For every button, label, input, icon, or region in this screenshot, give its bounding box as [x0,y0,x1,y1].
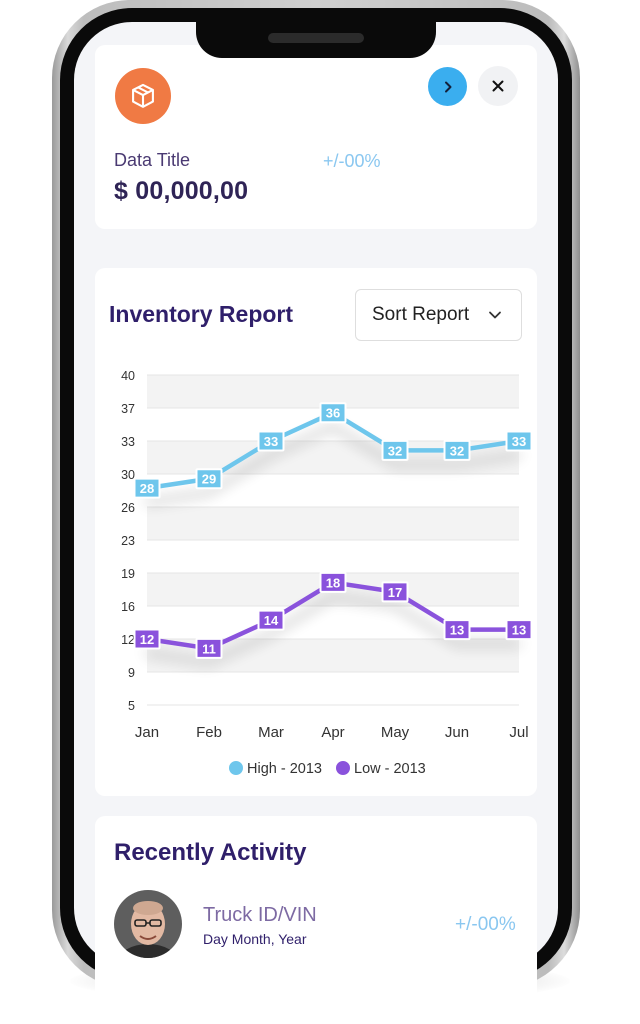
data-label: 28 [133,477,161,499]
data-label-text: 32 [388,443,402,458]
x-tick-label: Mar [258,724,284,741]
data-label: 33 [257,430,285,452]
data-label-text: 17 [388,585,402,600]
y-tick-label: 12 [121,633,135,647]
sort-report-label: Sort Report [372,304,470,325]
sort-report-dropdown[interactable]: Sort Report [355,289,522,341]
data-label-text: 13 [512,623,526,638]
data-label: 17 [381,581,409,603]
y-tick-label: 26 [121,501,135,515]
legend-label: High - 2013 [247,761,322,777]
data-label: 11 [195,637,223,659]
next-button[interactable] [428,67,467,106]
data-point-marker [195,637,223,659]
y-tick-label: 19 [121,567,135,581]
legend-item-low[interactable]: Low - 2013 [336,761,426,777]
data-label: 32 [443,439,471,461]
data-label: 12 [133,628,161,650]
data-point-marker [257,430,285,452]
data-label-text: 12 [140,632,154,647]
chevron-down-icon [489,311,501,319]
data-label: 18 [319,571,347,593]
box-icon [115,68,171,124]
data-point-marker [443,619,471,641]
data-label-text: 18 [326,575,340,590]
data-point-marker [505,619,533,641]
data-label: 14 [257,609,285,631]
y-tick-label: 5 [128,699,135,713]
activity-item-change: +/-00% [455,914,516,935]
data-title: Data Title [114,150,191,170]
data-point-marker [381,581,409,603]
legend-item-high[interactable]: High - 2013 [229,761,322,777]
data-label-text: 33 [512,434,526,449]
x-tick-label: May [381,724,410,741]
legend-label: Low - 2013 [354,761,426,777]
data-point-marker [133,628,161,650]
data-point-marker [319,571,347,593]
data-point-marker [319,402,347,424]
report-title: Inventory Report [109,301,294,327]
x-tick-label: Jun [445,724,469,741]
data-label-text: 32 [450,443,464,458]
avatar[interactable] [114,890,182,958]
inventory-chart: 40 37 33 30 26 23 19 16 12 9 5 Jan Feb Mar Apr May Jun J… [121,369,533,777]
activity-item-date: Day Month, Year [203,931,307,947]
data-label-text: 13 [450,623,464,638]
x-tick-label: Apr [321,724,344,741]
data-label-text: 11 [202,641,216,656]
y-tick-label: 37 [121,402,135,416]
y-tick-label: 33 [121,435,135,449]
activity-item-name: Truck ID/VIN [203,904,317,926]
legend-swatch [336,761,350,775]
data-point-marker [443,439,471,461]
close-button[interactable] [478,66,518,106]
data-label: 13 [505,619,533,641]
chevron-right-icon [444,81,451,92]
data-label: 32 [381,439,409,461]
y-tick-label: 16 [121,600,135,614]
data-label-text: 14 [264,613,279,628]
data-change: +/-00% [323,151,381,171]
data-point-marker [133,477,161,499]
data-value: $ 00,000,00 [114,177,249,205]
data-point-marker [505,430,533,452]
data-label-text: 36 [326,406,340,421]
activity-title: Recently Activity [114,839,307,866]
x-tick-label: Jan [135,724,159,741]
data-label-text: 33 [264,434,278,449]
data-point-marker [257,609,285,631]
y-tick-label: 40 [121,369,135,383]
phone-speaker [268,33,364,43]
x-tick-label: Feb [196,724,222,741]
legend-swatch [229,761,243,775]
y-tick-label: 30 [121,468,135,482]
data-label-text: 28 [140,481,154,496]
data-label: 33 [505,430,533,452]
data-label: 13 [443,619,471,641]
data-point-marker [195,468,223,490]
y-tick-label: 9 [128,666,135,680]
close-icon [492,80,504,92]
data-label: 29 [195,468,223,490]
grid-band [147,507,519,540]
data-point-marker [381,439,409,461]
y-tick-label: 23 [121,534,135,548]
x-tick-label: Jul [509,724,528,741]
data-label: 36 [319,402,347,424]
data-label-text: 29 [202,472,216,487]
